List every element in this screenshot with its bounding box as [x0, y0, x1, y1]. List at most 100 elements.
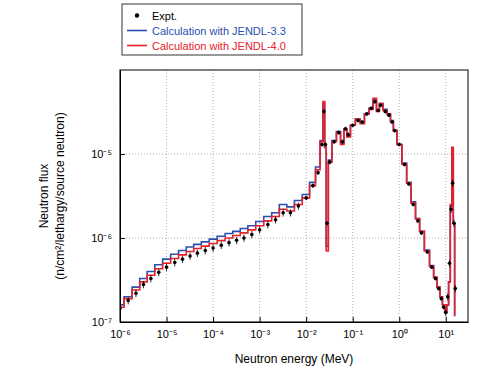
data-point	[203, 249, 207, 253]
data-point	[416, 219, 420, 223]
plot: 10⁻⁶10⁻⁵10⁻⁴10⁻³10⁻²10⁻¹10⁰10¹10⁻⁷10⁻⁶10…	[91, 70, 468, 340]
data-point	[165, 265, 169, 269]
legend-symbol	[127, 30, 147, 32]
data-point	[425, 250, 429, 254]
legend-label: Calculation with JENDL-4.0	[152, 40, 286, 52]
data-point	[281, 211, 285, 215]
chart: 10⁻⁶10⁻⁵10⁻⁴10⁻³10⁻²10⁻¹10⁰10¹10⁻⁷10⁻⁶10…	[0, 0, 480, 375]
grid	[120, 70, 468, 322]
data-point	[411, 203, 415, 207]
data-point	[387, 113, 391, 117]
data-point	[181, 257, 185, 261]
x-tick-mark	[353, 317, 354, 322]
data-point	[373, 100, 377, 104]
x-tick-label: 10⁻⁴	[203, 328, 224, 340]
x-tick: 10⁰	[392, 317, 408, 340]
data-point	[448, 261, 452, 265]
y-tick: 10⁻⁷	[92, 316, 125, 328]
data-point	[365, 112, 369, 116]
data-point	[211, 246, 215, 250]
data-point	[142, 283, 146, 287]
grid-line-x	[213, 70, 214, 322]
data-point	[341, 140, 345, 144]
data-point	[390, 120, 394, 124]
data-point	[446, 295, 450, 299]
y-axis: 10⁻⁷ 10⁻⁶ 10⁻⁵	[91, 71, 125, 329]
x-tick-label: 10⁻²	[297, 328, 317, 340]
data-point	[444, 311, 448, 315]
data-point	[383, 110, 387, 114]
data-point	[242, 236, 246, 240]
data-point	[397, 143, 401, 147]
data-point	[227, 241, 231, 245]
data-point	[324, 143, 328, 147]
data-point	[332, 140, 336, 144]
data-point	[453, 287, 457, 291]
data-point	[344, 127, 348, 131]
x-tick-label: 10⁻⁶	[110, 328, 131, 340]
data-point	[407, 182, 411, 186]
data-point	[437, 287, 441, 291]
data-point	[188, 254, 192, 258]
data-point	[360, 120, 364, 124]
grid-line-x	[259, 70, 260, 322]
data-point	[316, 171, 320, 175]
data-point	[369, 106, 373, 110]
data-point	[393, 129, 397, 133]
data-point	[328, 160, 332, 164]
data-point	[320, 143, 324, 147]
series-line	[120, 100, 455, 315]
x-tick: 10⁻³	[250, 317, 270, 340]
grid-line-x	[352, 70, 353, 322]
x-axis-line	[121, 322, 469, 323]
data-point	[149, 277, 153, 281]
x-tick: 10⁻⁵	[157, 317, 178, 340]
data-point	[134, 291, 138, 295]
x-tick-mark	[213, 317, 214, 322]
x-tick-mark	[167, 317, 168, 322]
data-point	[297, 204, 301, 208]
x-tick: 10⁻²	[297, 317, 317, 340]
y-tick-label: 10⁻⁶	[91, 232, 112, 244]
data-point	[258, 228, 262, 232]
y-tick-mark	[120, 238, 125, 239]
data-point	[434, 277, 438, 281]
data-point	[235, 238, 239, 242]
series-line	[120, 98, 455, 315]
plot-frame	[120, 70, 468, 322]
data-point	[420, 231, 424, 235]
x-tick-mark	[306, 317, 307, 322]
data-point	[157, 271, 161, 275]
legend: Expt.Calculation with JENDL-3.3Calculati…	[122, 4, 302, 55]
data-point	[430, 265, 434, 269]
data-point	[439, 297, 443, 301]
legend-label: Expt.	[152, 10, 177, 22]
data-point	[351, 123, 355, 127]
data-point	[325, 221, 329, 225]
data-point	[196, 251, 200, 255]
data-point	[311, 184, 315, 188]
x-tick-label: 10⁰	[392, 328, 408, 340]
x-axis: 10⁻⁶10⁻⁵10⁻⁴10⁻³10⁻²10⁻¹10⁰10¹	[110, 317, 468, 340]
y-tick-mark	[120, 322, 125, 323]
grid-line-y	[120, 238, 468, 239]
grid-line-x	[166, 70, 167, 322]
y-axis-title: (n/cm²/lethargy/source neutron)	[53, 112, 67, 279]
data-point	[266, 223, 270, 227]
data-point	[219, 243, 223, 247]
y-tick-label: 10⁻⁷	[92, 316, 112, 328]
data-point	[126, 299, 130, 303]
data-point	[451, 181, 455, 185]
data-point	[452, 221, 456, 225]
grid-line-x	[445, 70, 446, 322]
y-tick-mark	[120, 154, 125, 155]
data-point	[376, 109, 380, 113]
data-point	[337, 131, 341, 135]
x-tick-mark	[446, 317, 447, 322]
data-point	[403, 163, 407, 167]
y-axis-title: Neutron flux	[37, 164, 51, 229]
y-tick-label: 10⁻⁵	[91, 148, 112, 160]
x-tick: 10¹	[438, 317, 454, 340]
grid-line-y	[120, 154, 468, 155]
y-tick: 10⁻⁵	[91, 148, 125, 160]
